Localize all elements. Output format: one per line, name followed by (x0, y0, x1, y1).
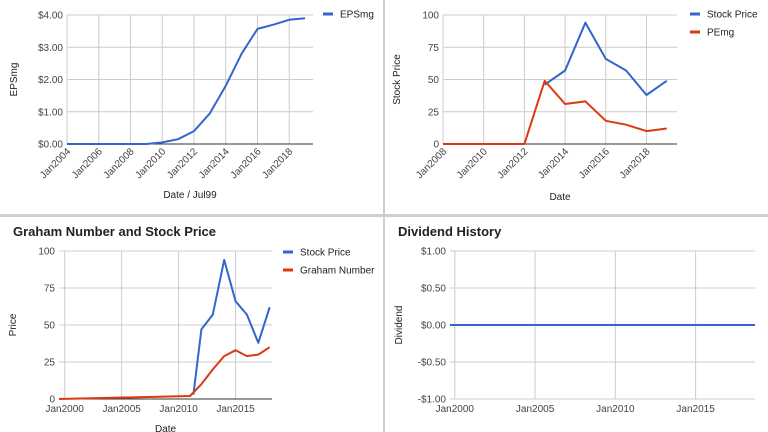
dividend-x-tick-label: Jan2015 (676, 404, 715, 415)
stock-pe-y-tick-label: 50 (428, 75, 440, 86)
eps-y-tick-label: $2.00 (38, 75, 63, 86)
eps-x-tick-label: Jan2016 (229, 146, 264, 181)
graham-x-axis-label: Date (155, 424, 177, 432)
stock-pe-y-tick-label: 100 (422, 11, 439, 22)
graham-y-tick-label: 0 (49, 395, 55, 406)
graham-y-tick-label: 75 (44, 284, 56, 295)
dividend-x-tick-label: Jan2005 (516, 404, 555, 415)
eps-x-tick-label: Jan2010 (133, 146, 168, 181)
stock-pe-x-tick-label: Jan2012 (496, 146, 531, 181)
stock-pe-y-axis-label: Stock Price (392, 54, 403, 105)
graham-x-tick-label: Jan2005 (102, 404, 141, 415)
stock-pe-x-tick-label: Jan2018 (618, 146, 653, 181)
graham-stock-price-line (192, 258, 271, 395)
eps-y-tick-label: $3.00 (38, 43, 63, 54)
eps-x-tick-label: Jan2006 (70, 146, 105, 181)
graham-chart: Graham Number and Stock Price 0 25 50 75 100 J… (8, 224, 375, 432)
graham-legend-label-graham-number: Graham Number (300, 266, 375, 277)
dividend-chart-panel: Dividend History -$1.00 -$0.50 $0.00 $0.50 $1… (385, 217, 768, 432)
graham-y-axis-label: Price (8, 313, 19, 336)
dividend-y-tick-label: $0.50 (421, 284, 446, 295)
stock-pe-legend-label-pemg: PEmg (707, 28, 734, 39)
graham-x-tick-label: Jan2010 (159, 404, 198, 415)
dividend-x-tick-label: Jan2000 (436, 404, 475, 415)
stock-pe-x-tick-label: Jan2008 (414, 146, 449, 181)
eps-chart: $0.00$1.00$2.00$3.00$4.00Jan2004Jan2006J… (9, 10, 374, 202)
stock-pe-legend-label-stock-price: Stock Price (707, 10, 758, 21)
stock-pe-y-tick-label: 75 (428, 43, 440, 54)
eps-x-tick-label: Jan2012 (165, 146, 200, 181)
graham-graham-number-line (58, 346, 271, 400)
dividend-y-tick-label: -$0.50 (418, 358, 447, 369)
graham-y-tick-label: 50 (44, 321, 56, 332)
stock-pe-y-tick-label: 25 (428, 107, 440, 118)
stock-pe-x-tick-label: Jan2014 (536, 146, 571, 181)
dividend-y-tick-label: $1.00 (421, 247, 446, 258)
dividend-chart-title: Dividend History (398, 224, 502, 239)
dividend-x-tick-label: Jan2010 (596, 404, 635, 415)
graham-legend-label-stock-price: Stock Price (300, 248, 351, 259)
graham-chart-panel: Graham Number and Stock Price 0 25 50 75 100 J… (0, 217, 383, 432)
eps-epsmg-line (67, 17, 306, 145)
eps-legend-label-epsmg: EPSmg (340, 10, 374, 21)
graham-y-tick-label: 25 (44, 358, 56, 369)
eps-x-axis-label: Date / Jul99 (163, 190, 217, 201)
stock-pe-x-tick-label: Jan2016 (577, 146, 612, 181)
eps-x-tick-label: Jan2014 (197, 146, 232, 181)
stock-pe-x-tick-label: Jan2010 (455, 146, 490, 181)
graham-y-tick-label: 100 (38, 247, 55, 258)
graham-x-tick-label: Jan2000 (46, 404, 85, 415)
dividend-y-axis-label: Dividend (394, 306, 405, 345)
graham-chart-title: Graham Number and Stock Price (13, 224, 216, 239)
eps-y-axis-label: EPSmg (9, 63, 20, 97)
stock-pe-stock-price-line (544, 21, 668, 96)
eps-x-tick-label: Jan2008 (102, 146, 137, 181)
eps-chart-panel: $0.00 $1.00 $2.00 $3.00 $4.00 Jan2004 Jan2006 J… (0, 0, 383, 214)
eps-y-tick-label: $0.00 (38, 140, 63, 151)
eps-x-tick-label: Jan2018 (260, 146, 295, 181)
eps-x-tick-label: Jan2004 (38, 146, 73, 181)
dividend-y-tick-label: $0.00 (421, 321, 446, 332)
eps-y-tick-label: $4.00 (38, 11, 63, 22)
dividend-y-tick-label: -$1.00 (418, 395, 447, 406)
stock-pe-y-tick-label: 0 (433, 140, 439, 151)
graham-x-tick-label: Jan2015 (216, 404, 255, 415)
eps-y-tick-label: $1.00 (38, 107, 63, 118)
dividend-chart: Dividend History -$1.00 -$0.50 $0.00 $0.50 $1… (394, 224, 755, 415)
stock-pe-chart-panel: 0 25 50 75 100 Jan2008 Jan2010 Jan2012 Jan2014 Ja… (385, 0, 768, 214)
stock-pe-x-axis-label: Date (549, 192, 571, 203)
stock-pe-pemg-line (443, 79, 667, 145)
